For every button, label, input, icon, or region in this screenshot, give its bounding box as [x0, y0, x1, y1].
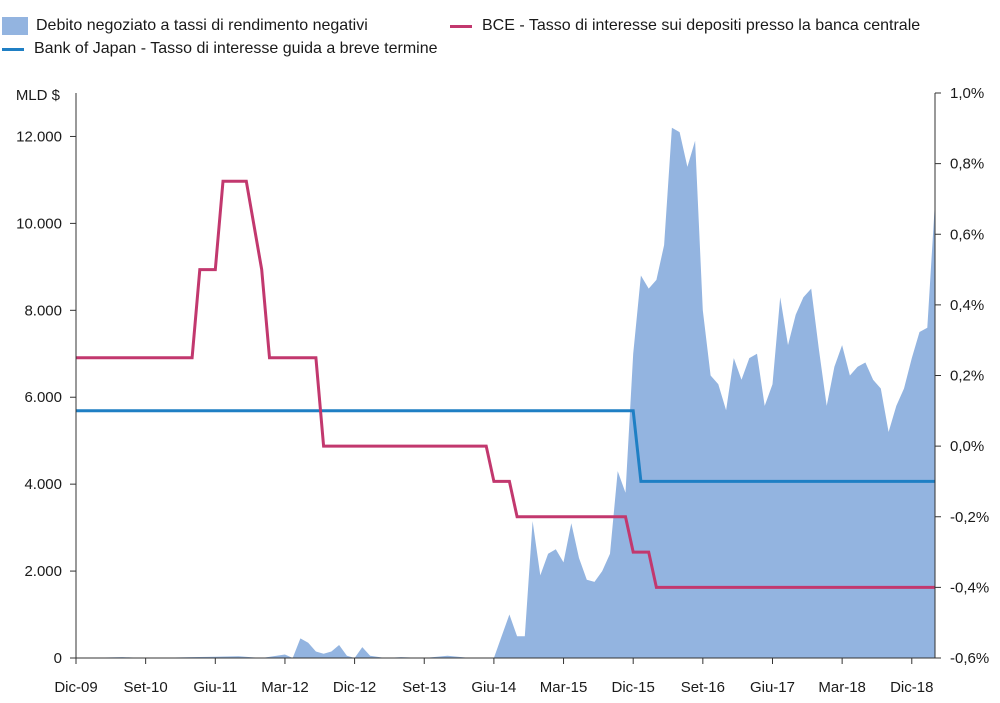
- chart-legend: Debito negoziato a tassi di rendimento n…: [0, 0, 1000, 70]
- y-right-tick-label: 0,2%: [950, 368, 984, 385]
- y-left-tick-label: 8.000: [24, 302, 62, 319]
- y-left-tick-label: 4.000: [24, 476, 62, 493]
- y-left-unit-label: MLD $: [16, 87, 61, 104]
- x-tick-label: Dic-18: [890, 679, 933, 696]
- x-tick-label: Dic-12: [333, 679, 376, 696]
- x-tick-label: Mar-18: [818, 679, 866, 696]
- legend-item-boj-rate: Bank of Japan - Tasso di interesse guida…: [2, 40, 438, 58]
- y-left-tick-label: 2.000: [24, 563, 62, 580]
- y-right-tick-label: -0,2%: [950, 509, 989, 526]
- y-right-tick-label: 0,8%: [950, 156, 984, 173]
- x-tick-label: Giu-14: [471, 679, 516, 696]
- y-right-tick-label: -0,6%: [950, 650, 989, 667]
- y-right-tick-label: 0,4%: [950, 297, 984, 314]
- legend-area-swatch: [2, 17, 28, 35]
- legend-area-label: Debito negoziato a tassi di rendimento n…: [36, 17, 368, 34]
- legend-item-negative-yield-debt: Debito negoziato a tassi di rendimento n…: [2, 17, 368, 35]
- legend-boj-line: [2, 47, 24, 51]
- x-tick-label: Mar-12: [261, 679, 309, 696]
- y-right-tick-label: -0,4%: [950, 579, 989, 596]
- y-right-tick-label: 0,6%: [950, 226, 984, 243]
- y-left-tick-label: 6.000: [24, 389, 62, 406]
- series-line-ecb-rate: [76, 179, 935, 589]
- x-tick-label: Set-13: [402, 679, 446, 696]
- x-tick-label: Giu-17: [750, 679, 795, 696]
- x-tick-label: Set-10: [124, 679, 168, 696]
- y-right-tick-label: 1,0%: [950, 85, 984, 102]
- y-left-tick-label: 12.000: [16, 128, 62, 145]
- x-tick-label: Dic-09: [54, 679, 97, 696]
- x-tick-label: Set-16: [681, 679, 725, 696]
- legend-item-ecb-rate: BCE - Tasso di interesse sui depositi pr…: [450, 17, 920, 35]
- y-right-tick-label: 0,0%: [950, 438, 984, 455]
- x-tick-label: Giu-11: [193, 679, 237, 696]
- legend-boj-label: Bank of Japan - Tasso di interesse guida…: [34, 40, 438, 57]
- y-left-tick-label: 10.000: [16, 215, 62, 232]
- series-area-negative-yield-debt: [76, 127, 935, 659]
- x-tick-label: Dic-15: [612, 679, 655, 696]
- legend-ecb-line: [450, 24, 472, 28]
- series-line-boj-rate: [76, 409, 935, 483]
- legend-ecb-label: BCE - Tasso di interesse sui depositi pr…: [482, 17, 921, 34]
- x-tick-label: Mar-15: [540, 679, 588, 696]
- y-left-tick-label: 0: [54, 650, 62, 667]
